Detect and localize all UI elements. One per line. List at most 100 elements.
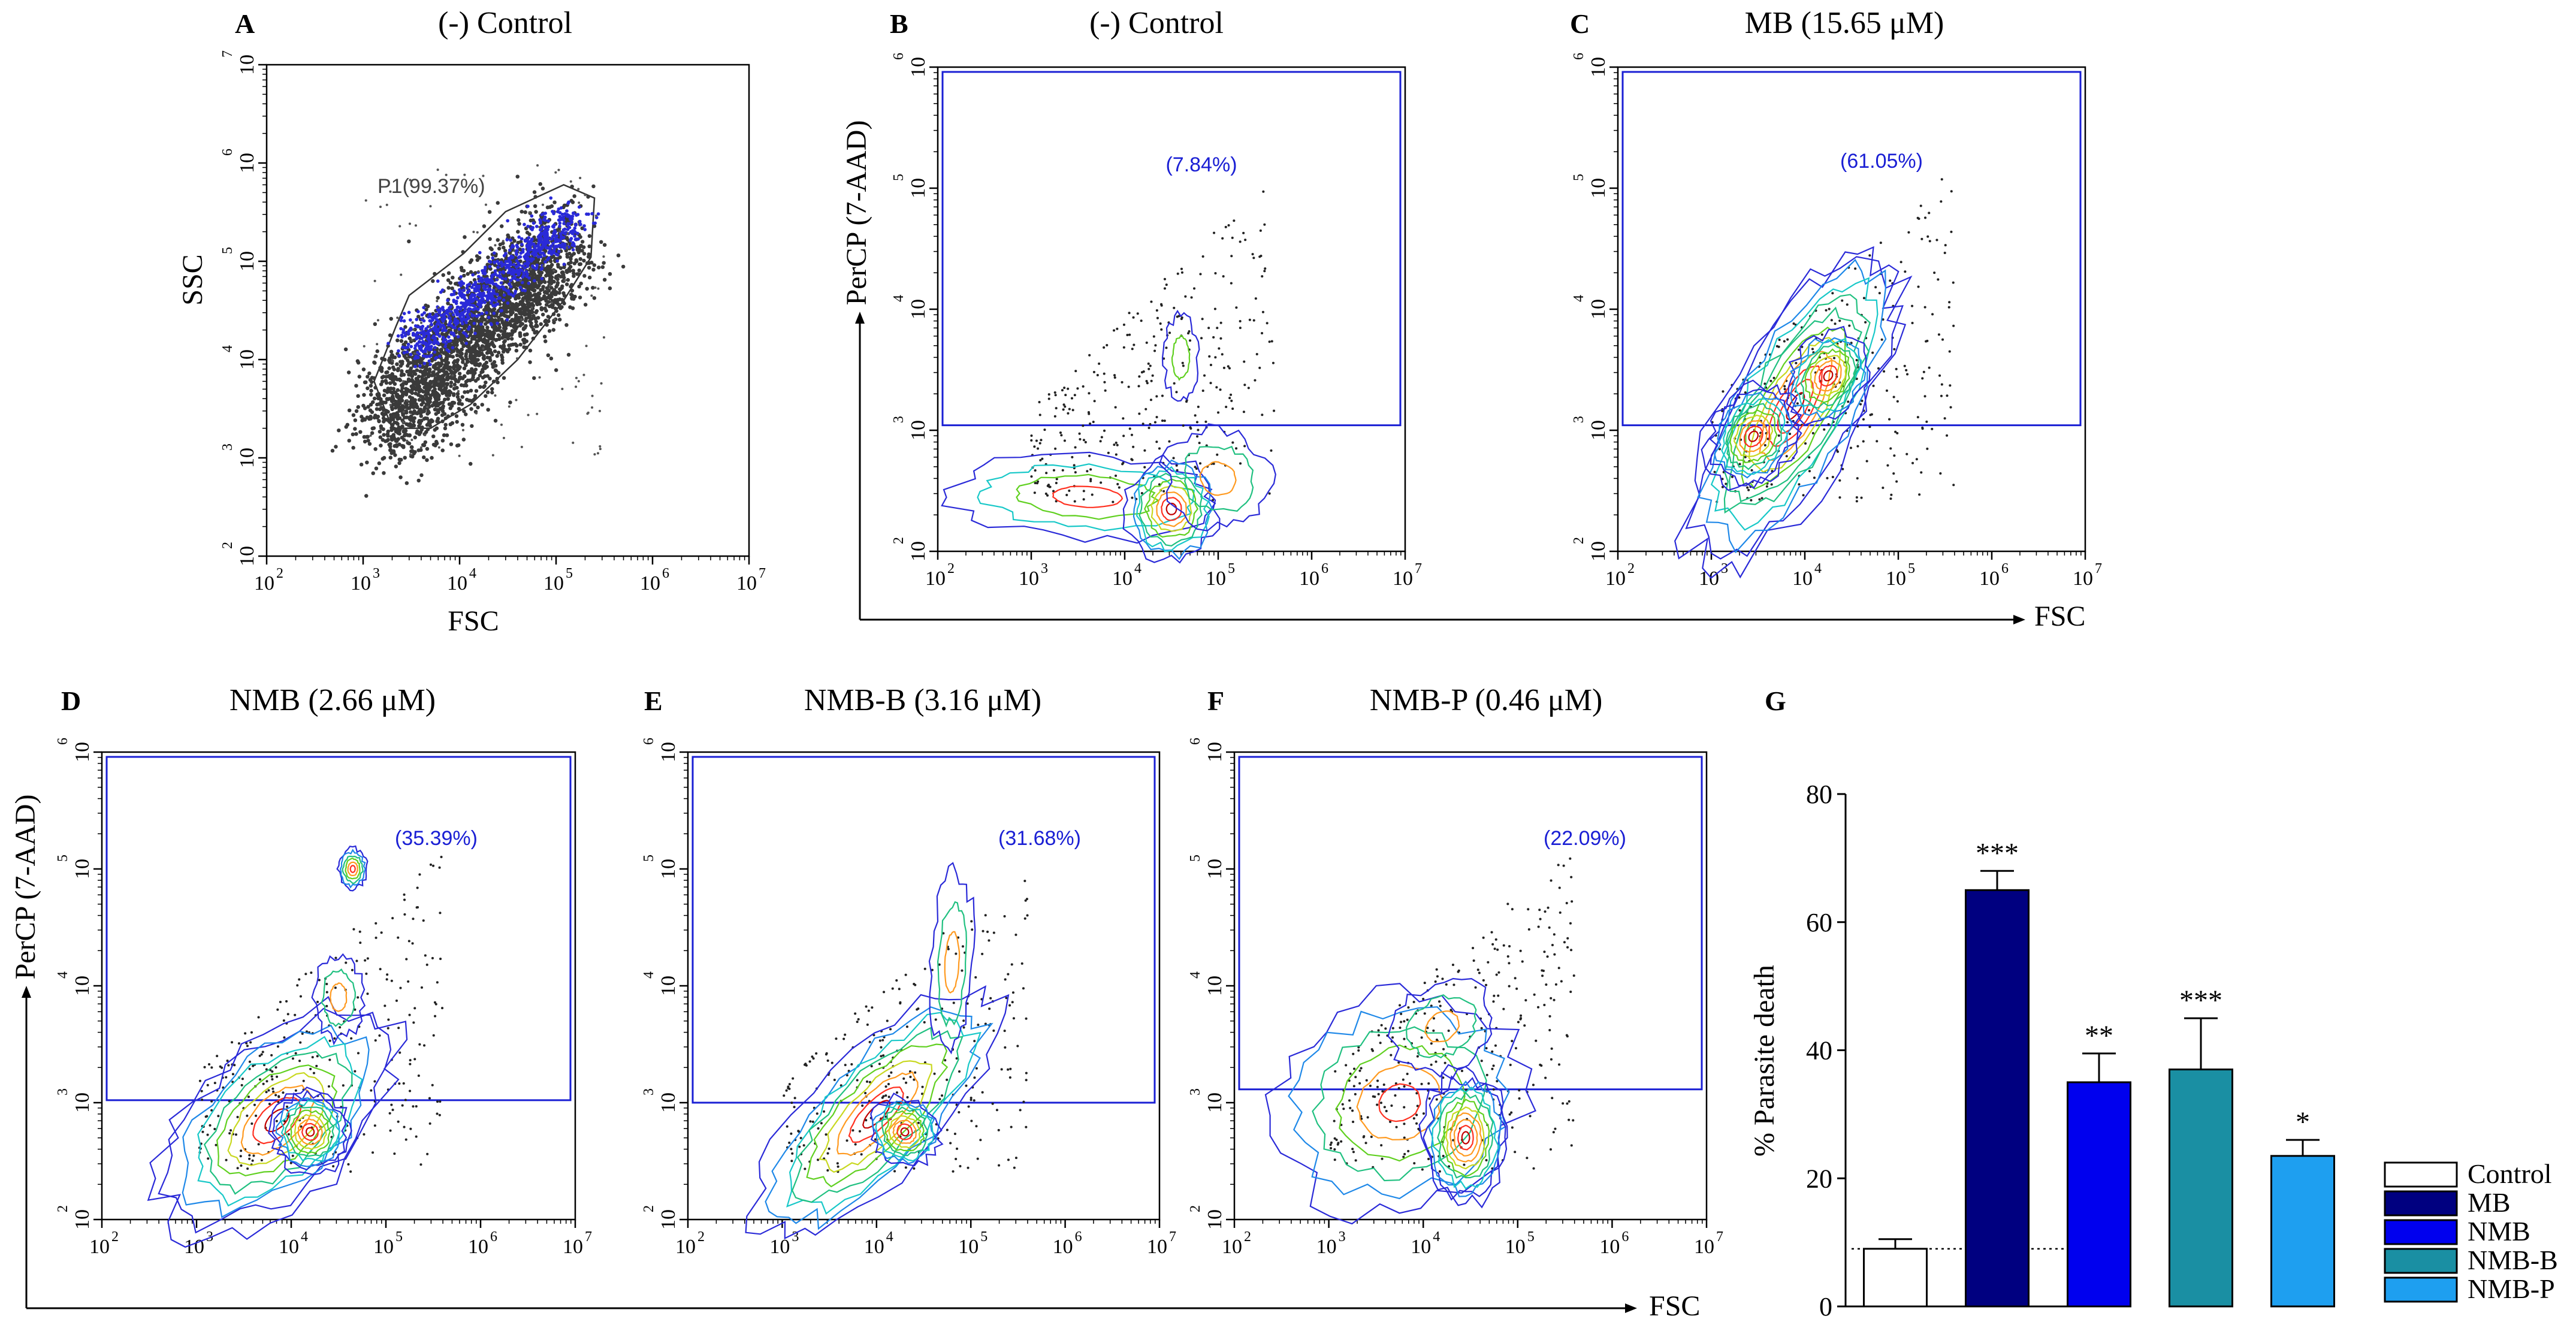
contour-line-e xyxy=(900,1127,910,1137)
contour-line-c xyxy=(1728,306,1862,503)
y-tick-label-a: 10 xyxy=(236,546,258,566)
contour-line-f xyxy=(1264,983,1536,1225)
bar-control xyxy=(1863,1248,1928,1308)
gate-rectangle-d xyxy=(105,756,572,1101)
contour-line-f xyxy=(1335,1044,1466,1162)
panel-letter-b: B xyxy=(890,8,908,39)
significance-label: *** xyxy=(1976,837,2019,869)
significance-label: ** xyxy=(2085,1020,2113,1052)
contour-line-c xyxy=(1710,277,1879,531)
significance-label: *** xyxy=(2179,985,2222,1016)
x-tick-label-c: 10 xyxy=(1699,568,1719,590)
x-tick-label-a: 10 xyxy=(640,572,660,594)
contour-line-b xyxy=(1150,484,1192,532)
x-tick-exp-b: 7 xyxy=(1415,561,1422,577)
panel-c-title: MB (15.65 μM) xyxy=(1745,6,1944,40)
y-tick-exp-b: 5 xyxy=(891,174,907,181)
x-tick-exp-b: 5 xyxy=(1228,561,1235,577)
x-tick-exp-a: 7 xyxy=(759,566,766,581)
y-tick-label-c: 10 xyxy=(1587,420,1609,440)
panel-c: C MB (15.65 μM) (61.05%) 10 2 10 3 10 4 10 5 10 6… xyxy=(1570,6,2102,590)
y-tick-label: 40 xyxy=(1806,1036,1832,1066)
x-tick-label-b: 10 xyxy=(1206,568,1226,590)
contour-line-b xyxy=(1165,502,1177,515)
y-tick-label-d: 10 xyxy=(71,859,93,879)
x-tick-exp-a: 2 xyxy=(276,566,283,581)
x-tick-exp-f: 7 xyxy=(1716,1229,1723,1245)
panel-a-gate-label: P1(99.37%) xyxy=(378,175,485,198)
shared-axis-bottom: FSC xyxy=(22,986,1700,1322)
x-tick-exp-c: 6 xyxy=(2001,561,2009,577)
panel-d-ylabel: PerCP (7-AAD) xyxy=(10,795,41,980)
contour-line-c xyxy=(1739,419,1769,453)
bar-nmb xyxy=(2067,1081,2131,1308)
x-tick-label-f: 10 xyxy=(1599,1236,1620,1258)
contour-line-e xyxy=(875,1103,935,1162)
contour-line-d xyxy=(290,1109,331,1154)
contour-line-d xyxy=(301,1122,319,1141)
panel-e-gate-percent: (31.68%) xyxy=(998,827,1081,850)
contour-line-e xyxy=(884,1110,925,1152)
legend-swatch-nmb xyxy=(2384,1219,2458,1245)
y-tick-label-a: 10 xyxy=(236,251,258,271)
contour-line-b xyxy=(1138,472,1203,547)
contour-line-b xyxy=(977,463,1195,532)
panel-g: G % Parasite death 020406080*********Con… xyxy=(1748,686,2558,1321)
x-tick-label-a: 10 xyxy=(351,572,371,594)
contour-line-d xyxy=(268,1086,352,1176)
x-tick-label-f: 10 xyxy=(1411,1236,1431,1258)
bar-mb xyxy=(1965,889,2030,1308)
x-tick-exp-a: 5 xyxy=(566,566,573,581)
x-tick-label-c: 10 xyxy=(1886,568,1906,590)
y-tick-label-e: 10 xyxy=(657,742,680,762)
legend-swatch-nmb-b xyxy=(2384,1248,2458,1274)
contour-line-b xyxy=(1199,461,1237,496)
x-tick-label-a: 10 xyxy=(254,572,274,594)
y-tick-exp-e: 2 xyxy=(641,1205,657,1212)
x-tick-exp-e: 6 xyxy=(1075,1229,1082,1245)
y-tick-exp-a: 5 xyxy=(220,247,235,254)
y-tick-label: 20 xyxy=(1806,1164,1832,1193)
contour-line-d xyxy=(306,1127,315,1137)
x-tick-exp-f: 5 xyxy=(1527,1229,1535,1245)
contour-line-c xyxy=(1786,325,1871,426)
x-tick-exp-f: 3 xyxy=(1339,1229,1346,1245)
y-tick-label-c: 10 xyxy=(1587,299,1609,319)
y-tick-label-f: 10 xyxy=(1204,1209,1226,1230)
y-tick-label-b: 10 xyxy=(907,420,929,440)
y-tick-label-f: 10 xyxy=(1204,859,1226,879)
y-tick-exp-c: 3 xyxy=(1571,416,1587,423)
x-tick-label-e: 10 xyxy=(1147,1236,1167,1258)
contour-line-e xyxy=(786,1012,982,1215)
y-tick-exp-f: 4 xyxy=(1188,971,1203,979)
contour-line-e xyxy=(944,931,961,994)
x-tick-exp-b: 4 xyxy=(1134,561,1141,577)
y-tick-label-d: 10 xyxy=(71,1209,93,1230)
y-tick-exp-c: 2 xyxy=(1571,537,1587,544)
contour-line-e xyxy=(881,1106,929,1157)
y-tick-exp-a: 4 xyxy=(220,345,235,352)
contour-line-e xyxy=(896,1123,914,1140)
contour-line-c xyxy=(1729,409,1778,464)
bar-nmb-p xyxy=(2270,1155,2335,1308)
y-tick-exp-e: 6 xyxy=(641,738,657,745)
contour-line-d xyxy=(264,1108,290,1133)
x-tick-label-d: 10 xyxy=(373,1236,394,1258)
x-tick-label-e: 10 xyxy=(864,1236,884,1258)
panel-a-xlabel: FSC xyxy=(448,605,499,637)
contour-line-b xyxy=(1144,478,1198,538)
contour-line-b xyxy=(1161,309,1200,402)
legend-swatch-nmb-p xyxy=(2384,1276,2458,1303)
x-tick-exp-b: 3 xyxy=(1041,561,1048,577)
scatter-points-a-blue xyxy=(386,196,600,369)
contour-line-d xyxy=(311,953,366,1046)
shared-x-arrowhead-bottom xyxy=(1625,1303,1637,1313)
x-tick-exp-c: 5 xyxy=(1908,561,1915,577)
y-tick-label-b: 10 xyxy=(907,299,929,319)
x-tick-label-e: 10 xyxy=(958,1236,979,1258)
contour-line-f xyxy=(1423,1075,1508,1201)
panel-a-title: (-) Control xyxy=(438,6,572,40)
x-tick-label-e: 10 xyxy=(1053,1236,1073,1258)
contour-line-f xyxy=(1406,994,1477,1059)
